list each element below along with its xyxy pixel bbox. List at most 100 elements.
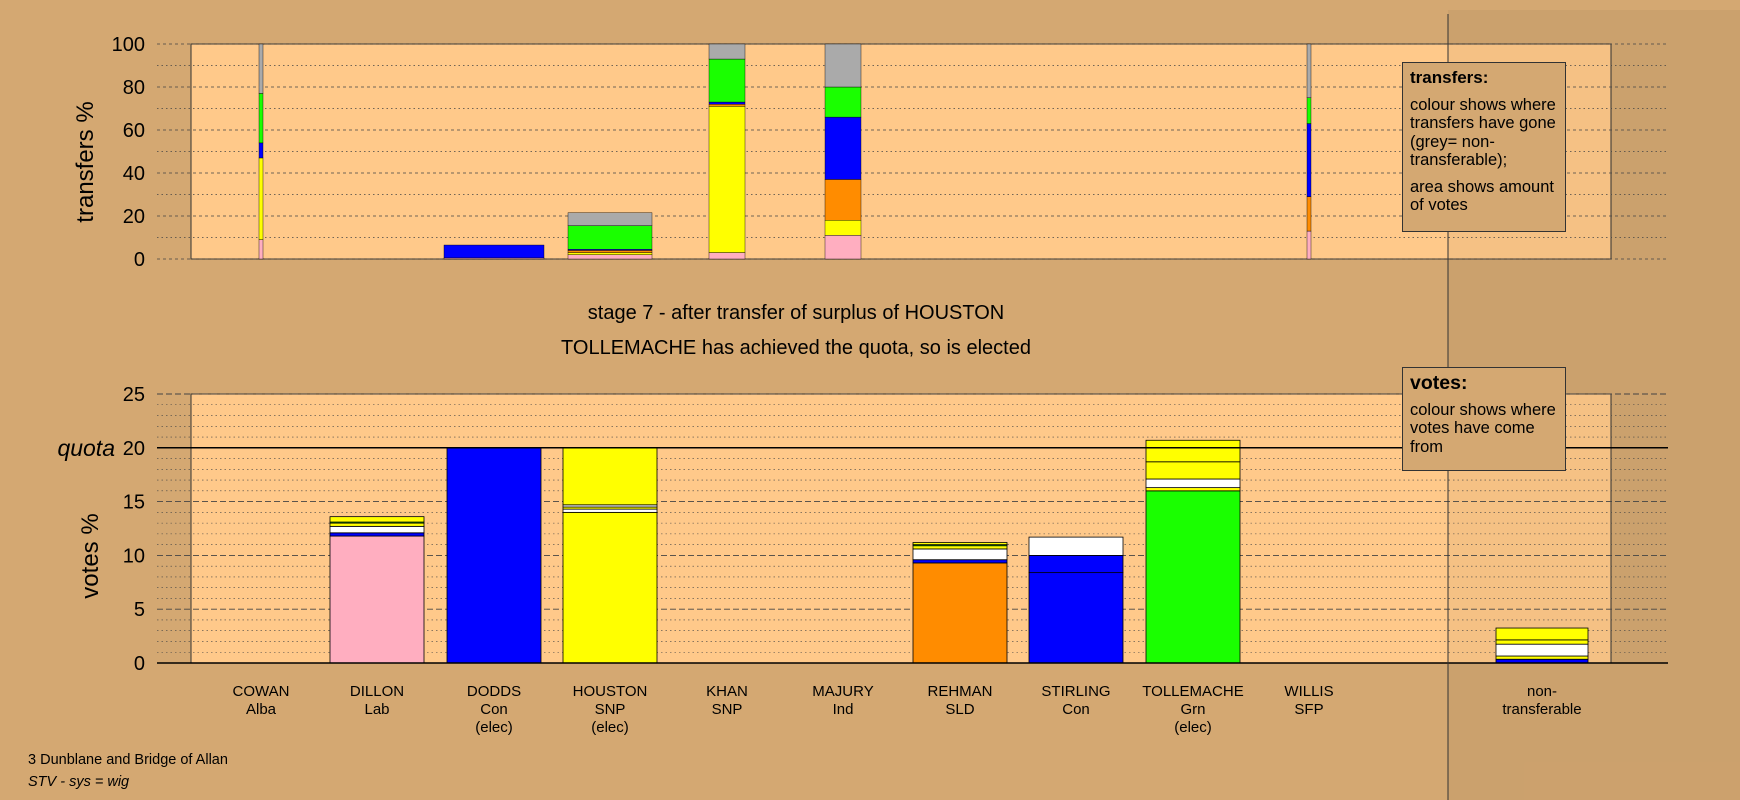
vote-segment bbox=[562, 511, 658, 664]
transfer-segment bbox=[258, 93, 264, 144]
candidate-status-label: (elec) bbox=[475, 719, 513, 736]
transfers-y-tick-label: 80 bbox=[123, 77, 145, 99]
transfer-segment bbox=[1306, 196, 1312, 232]
transfer-segment bbox=[567, 250, 653, 253]
transfer-segment bbox=[708, 103, 746, 107]
candidate-name-label: TOLLEMACHE bbox=[1142, 683, 1243, 700]
vote-segment bbox=[329, 516, 425, 523]
vote-segment bbox=[912, 559, 1008, 564]
candidate-name-label: non- bbox=[1527, 683, 1557, 700]
candidate-name-label: COWAN bbox=[233, 683, 290, 700]
candidate-name-label: DODDS bbox=[467, 683, 521, 700]
transfers-y-tick-label: 20 bbox=[123, 206, 145, 228]
vote-segment bbox=[1495, 639, 1589, 645]
transfer-segment bbox=[824, 235, 862, 260]
candidate-party-label: SNP bbox=[595, 701, 626, 718]
transfers-legend-title: transfers: bbox=[1410, 68, 1489, 87]
transfers-y-tick-label: 100 bbox=[112, 34, 145, 56]
transfer-segment bbox=[1306, 123, 1312, 197]
footer-ward: 3 Dunblane and Bridge of Allan bbox=[28, 752, 228, 768]
transfer-segment bbox=[258, 142, 264, 159]
vote-segment bbox=[1028, 572, 1124, 664]
votes-y-tick-label: 5 bbox=[134, 599, 145, 621]
transfers-y-axis-title: transfers % bbox=[72, 101, 99, 222]
transfer-segment bbox=[824, 86, 862, 118]
votes-y-tick-label: 25 bbox=[123, 384, 145, 406]
vote-segment bbox=[912, 542, 1008, 546]
votes-y-tick-label: 20 bbox=[123, 438, 145, 460]
vote-segment bbox=[1145, 487, 1241, 492]
vote-segment bbox=[329, 522, 425, 527]
vote-segment bbox=[1028, 536, 1124, 556]
vote-segment bbox=[1495, 627, 1589, 641]
transfer-segment bbox=[1306, 43, 1312, 98]
vote-segment bbox=[1145, 439, 1241, 463]
votes-legend: votes: colour shows where votes have com… bbox=[1402, 367, 1566, 471]
votes-y-tick-label: 15 bbox=[123, 492, 145, 514]
votes-y-axis-title: votes % bbox=[77, 513, 104, 598]
votes-legend-title: votes: bbox=[1410, 372, 1468, 394]
transfer-segment bbox=[567, 212, 653, 226]
footer-system: STV - sys = wig bbox=[28, 774, 130, 790]
transfer-segment bbox=[258, 157, 264, 240]
vote-segment bbox=[329, 525, 425, 534]
caption-stage: stage 7 - after transfer of surplus of H… bbox=[588, 302, 1004, 324]
vote-segment bbox=[562, 508, 658, 513]
candidate-party-label: transferable bbox=[1502, 701, 1581, 718]
candidate-party-label: Ind bbox=[833, 701, 854, 718]
vote-segment bbox=[1145, 461, 1241, 480]
votes-legend-line1: colour shows where votes have come from bbox=[1410, 400, 1556, 456]
candidate-name-label: MAJURY bbox=[812, 683, 873, 700]
transfers-legend: transfers: colour shows where transfers … bbox=[1402, 62, 1566, 232]
transfer-segment bbox=[567, 225, 653, 250]
candidate-name-label: DILLON bbox=[350, 683, 404, 700]
candidate-party-label: SLD bbox=[945, 701, 974, 718]
transfer-segment bbox=[708, 101, 746, 105]
transfer-segment bbox=[708, 43, 746, 60]
vote-segment bbox=[1145, 478, 1241, 489]
quota-label: quota bbox=[57, 435, 115, 461]
transfer-segment bbox=[824, 43, 862, 88]
transfers-y-tick-label: 60 bbox=[123, 120, 145, 142]
candidate-party-label: SNP bbox=[712, 701, 743, 718]
vote-segment bbox=[1145, 490, 1241, 664]
candidate-name-label: WILLIS bbox=[1284, 683, 1333, 700]
transfer-segment bbox=[824, 220, 862, 236]
vote-segment bbox=[912, 562, 1008, 664]
transfer-segment bbox=[708, 252, 746, 260]
candidate-status-label: (elec) bbox=[1174, 719, 1212, 736]
transfers-y-tick-label: 40 bbox=[123, 163, 145, 185]
transfers-legend-line1: colour shows where transfers have gone (… bbox=[1410, 95, 1556, 170]
candidate-party-label: SFP bbox=[1294, 701, 1323, 718]
candidate-party-label: Alba bbox=[246, 701, 277, 718]
transfer-segment bbox=[708, 58, 746, 103]
vote-segment bbox=[446, 447, 542, 664]
votes-y-tick-label: 0 bbox=[134, 653, 145, 675]
transfer-segment bbox=[258, 43, 264, 94]
candidate-status-label: (elec) bbox=[591, 719, 629, 736]
candidate-name-label: STIRLING bbox=[1041, 683, 1110, 700]
candidate-party-label: Grn bbox=[1180, 701, 1205, 718]
vote-segment bbox=[562, 447, 658, 506]
vote-segment bbox=[329, 532, 425, 537]
candidate-party-label: Lab bbox=[364, 701, 389, 718]
transfer-segment bbox=[443, 244, 545, 259]
vote-segment bbox=[912, 545, 1008, 550]
candidate-party-label: Con bbox=[480, 701, 508, 718]
vote-segment bbox=[1028, 555, 1124, 574]
candidate-name-label: HOUSTON bbox=[573, 683, 648, 700]
transfer-segment bbox=[567, 254, 653, 260]
vote-segment bbox=[1495, 643, 1589, 657]
transfer-segment bbox=[567, 252, 653, 255]
candidate-name-label: KHAN bbox=[706, 683, 748, 700]
transfer-segment bbox=[258, 239, 264, 260]
transfer-segment bbox=[708, 106, 746, 253]
vote-segment bbox=[912, 548, 1008, 561]
candidate-party-label: Con bbox=[1062, 701, 1090, 718]
transfer-segment bbox=[824, 179, 862, 221]
votes-plot-area bbox=[190, 393, 1612, 664]
votes-y-tick-label: 10 bbox=[123, 545, 145, 567]
caption-outcome: TOLLEMACHE has achieved the quota, so is… bbox=[561, 337, 1031, 359]
transfer-segment bbox=[1306, 97, 1312, 124]
